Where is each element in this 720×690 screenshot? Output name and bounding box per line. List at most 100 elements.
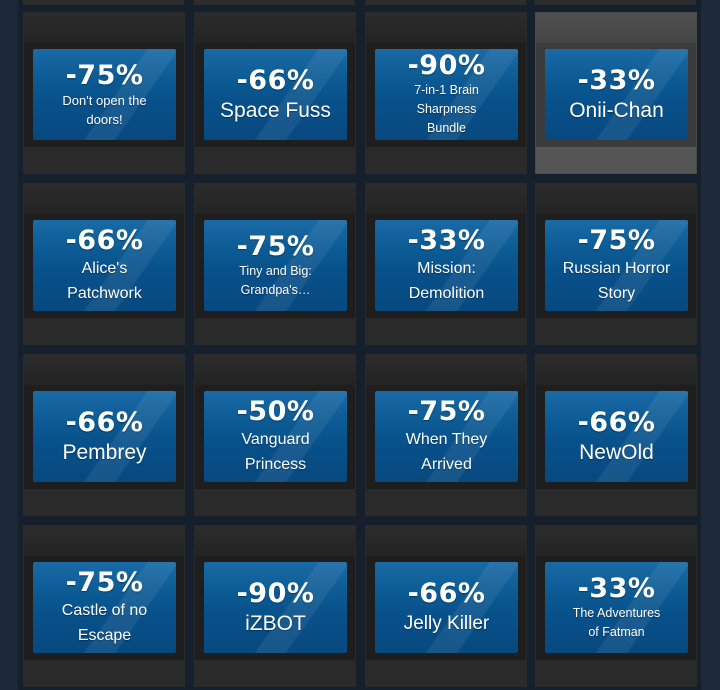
tile-footer — [536, 147, 696, 173]
discount-label: -66% — [577, 406, 656, 438]
game-title: Castle of no Escape — [61, 601, 148, 644]
discount-label: -33% — [577, 64, 656, 96]
tile-header — [366, 355, 526, 385]
discount-label: -90% — [236, 577, 315, 609]
tile-header — [195, 13, 355, 43]
deal-tile[interactable]: -66% Space Fuss — [194, 12, 356, 174]
discount-label: -75% — [407, 395, 486, 427]
tile-footer — [536, 318, 696, 344]
tile-footer — [536, 660, 696, 686]
deal-tile[interactable]: -66% Alice's Patchwork — [23, 183, 185, 345]
tile-header — [195, 184, 355, 214]
deal-banner[interactable]: -90% iZBOT — [204, 562, 347, 653]
game-title: Don't open the doors! — [62, 92, 147, 127]
game-title: Onii-Chan — [569, 98, 664, 122]
deal-banner[interactable]: -66% Alice's Patchwork — [33, 220, 176, 311]
tile-footer — [24, 489, 184, 515]
discount-label: -33% — [407, 224, 486, 256]
tile-footer — [24, 147, 184, 173]
deal-tile-hovered[interactable]: -33% Onii-Chan — [535, 12, 697, 174]
tile-header — [366, 13, 526, 43]
deal-tile[interactable]: -75% Russian Horror Story — [535, 183, 697, 345]
deal-banner[interactable]: -66% Space Fuss — [204, 49, 347, 140]
game-title: Space Fuss — [220, 98, 331, 122]
deal-tile[interactable]: -66% Jelly Killer — [365, 525, 527, 687]
deal-banner[interactable]: -33% Onii-Chan — [545, 49, 688, 140]
tile-footer — [195, 147, 355, 173]
discount-label: -75% — [236, 230, 315, 262]
deal-banner[interactable]: -66% NewOld — [545, 391, 688, 482]
deal-tile[interactable]: -33% The Adventures of Fatman — [535, 525, 697, 687]
page-edge — [701, 0, 720, 690]
tile-footer — [195, 489, 355, 515]
tile-header — [195, 355, 355, 385]
game-title: Tiny and Big: Grandpa's… — [239, 263, 312, 297]
discount-label: -50% — [236, 395, 315, 427]
deal-banner[interactable]: -75% Russian Horror Story — [545, 220, 688, 311]
game-title: The Adventures of Fatman — [572, 605, 661, 639]
tile-header — [536, 184, 696, 214]
discount-label: -66% — [407, 577, 486, 609]
tile-footer — [195, 318, 355, 344]
game-title: Mission: Demolition — [408, 259, 485, 302]
previous-row-tile-edge — [535, 0, 696, 5]
discount-label: -75% — [577, 224, 656, 256]
tile-header — [536, 13, 696, 43]
discount-label: -75% — [65, 566, 144, 598]
tile-footer — [536, 489, 696, 515]
tile-header — [24, 184, 184, 214]
game-title: Jelly Killer — [403, 612, 490, 634]
deal-banner[interactable]: -75% When They Arrived — [375, 391, 518, 482]
discount-label: -66% — [236, 64, 315, 96]
deal-tile[interactable]: -90% 7-in-1 Brain Sharpness Bundle — [365, 12, 527, 174]
deal-banner[interactable]: -75% Castle of no Escape — [33, 562, 176, 653]
game-title: NewOld — [579, 440, 654, 464]
tile-header — [366, 526, 526, 556]
deal-tile[interactable]: -66% Pembrey — [23, 354, 185, 516]
deal-banner[interactable]: -50% Vanguard Princess — [204, 391, 347, 482]
previous-row-tile-edge — [194, 0, 355, 5]
discount-label: -66% — [65, 224, 144, 256]
tile-footer — [366, 489, 526, 515]
tile-header — [24, 355, 184, 385]
game-title: Russian Horror Story — [562, 259, 671, 302]
game-title: Vanguard Princess — [241, 430, 310, 473]
deal-banner[interactable]: -75% Tiny and Big: Grandpa's… — [204, 220, 347, 311]
tile-footer — [24, 318, 184, 344]
discount-label: -66% — [65, 406, 144, 438]
discount-label: -90% — [407, 50, 486, 81]
tile-header — [536, 355, 696, 385]
tile-header — [366, 184, 526, 214]
game-title: 7-in-1 Brain Sharpness Bundle — [414, 83, 479, 135]
previous-row-tile-edge — [365, 0, 526, 5]
tile-footer — [195, 660, 355, 686]
tile-footer — [366, 147, 526, 173]
tile-header — [536, 526, 696, 556]
tile-header — [24, 526, 184, 556]
deal-banner[interactable]: -33% The Adventures of Fatman — [545, 562, 688, 653]
deal-banner[interactable]: -66% Pembrey — [33, 391, 176, 482]
deal-tile[interactable]: -66% NewOld — [535, 354, 697, 516]
discount-label: -33% — [577, 572, 656, 604]
deal-tile[interactable]: -50% Vanguard Princess — [194, 354, 356, 516]
tile-header — [24, 13, 184, 43]
tile-footer — [24, 660, 184, 686]
game-title: When They Arrived — [405, 430, 488, 473]
deal-tile[interactable]: -75% Don't open the doors! — [23, 12, 185, 174]
deal-tile[interactable]: -75% Castle of no Escape — [23, 525, 185, 687]
tile-header — [195, 526, 355, 556]
game-title: iZBOT — [245, 611, 306, 635]
deal-tile[interactable]: -90% iZBOT — [194, 525, 356, 687]
game-title: Alice's Patchwork — [67, 259, 142, 302]
deal-tile[interactable]: -75% Tiny and Big: Grandpa's… — [194, 183, 356, 345]
game-title: Pembrey — [62, 440, 147, 464]
deal-banner[interactable]: -66% Jelly Killer — [375, 562, 518, 653]
deal-banner[interactable]: -33% Mission: Demolition — [375, 220, 518, 311]
tile-footer — [366, 660, 526, 686]
tile-footer — [366, 318, 526, 344]
deal-banner[interactable]: -75% Don't open the doors! — [33, 49, 176, 140]
deal-tile[interactable]: -33% Mission: Demolition — [365, 183, 527, 345]
deal-tile[interactable]: -75% When They Arrived — [365, 354, 527, 516]
deal-banner[interactable]: -90% 7-in-1 Brain Sharpness Bundle — [375, 49, 518, 140]
